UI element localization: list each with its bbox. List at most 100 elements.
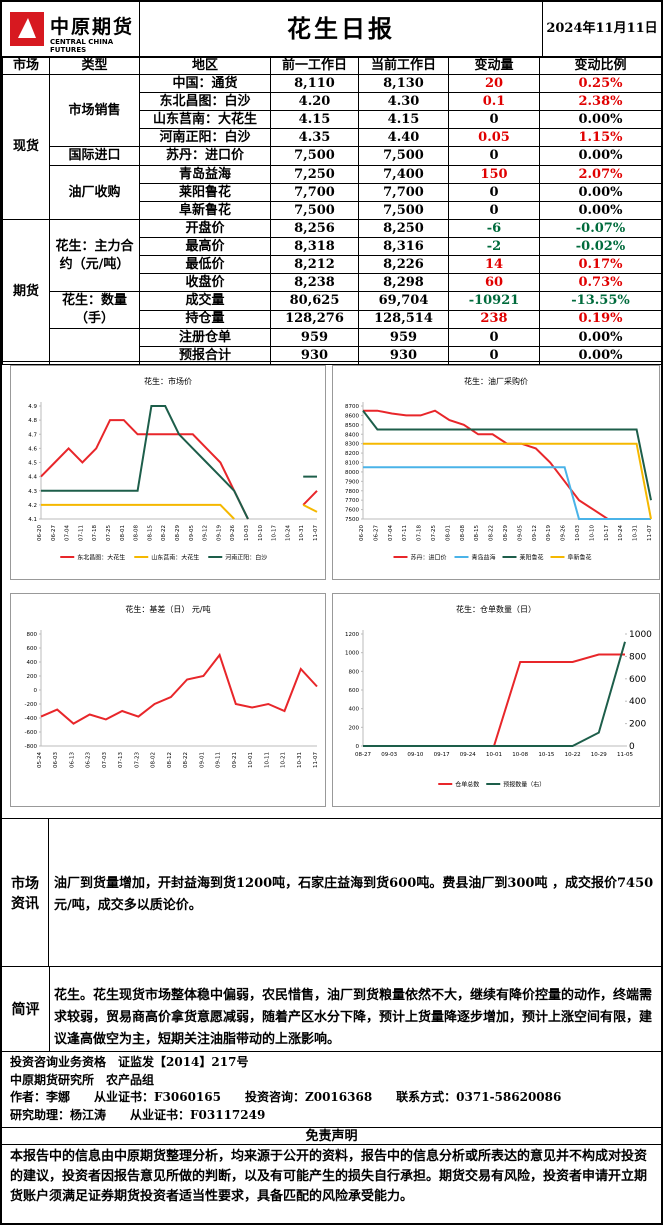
y-tick-label: 4.5	[28, 461, 37, 467]
table-row: 国际进口 苏丹：进口价 7,500 7,500 0 0.00%	[3, 146, 661, 166]
region-cell: 中国：通货	[139, 74, 271, 93]
region-cell: 东北昌图：白沙	[139, 92, 271, 111]
x-tick-label: 10-03	[575, 525, 581, 541]
x-tick-label: 10-21	[281, 752, 287, 768]
y-tick-label: 600	[27, 646, 38, 652]
column-header: 当前工作日	[358, 57, 449, 75]
series-line	[363, 653, 625, 747]
y-tick-label: -400	[25, 716, 38, 722]
column-header: 前一工作日	[270, 57, 359, 75]
value-cell: 8,226	[358, 255, 449, 274]
type-cell: 国际进口	[49, 146, 140, 166]
x-tick-label: 11-07	[313, 752, 319, 768]
x-tick-label: 10-10	[589, 525, 595, 541]
legend-label: 阜新鲁花	[568, 554, 592, 562]
x-tick-label: 10-10	[258, 525, 264, 541]
x-tick-label: 08-22	[489, 525, 495, 541]
type-cell: 花生：数量（手）	[49, 291, 140, 329]
info-line: 投资咨询业务资格 证监发【2014】217号	[10, 1055, 249, 1069]
x-tick-label: 09-21	[232, 752, 238, 768]
region-cell: 开盘价	[139, 219, 271, 238]
x-tick-label: 10-08	[512, 752, 528, 758]
y2-tick-label: 200	[629, 720, 646, 730]
value-cell: 69,704	[358, 291, 449, 311]
x-tick-label: 09-11	[216, 752, 222, 768]
value-cell: 0.00%	[539, 183, 661, 202]
region-cell: 预报合计	[139, 346, 271, 365]
series-line	[363, 442, 652, 520]
x-tick-label: 05-24	[37, 752, 43, 768]
y-tick-label: 7700	[345, 498, 359, 504]
x-tick-label: 09-24	[460, 752, 476, 758]
x-tick-label: 08-29	[503, 525, 509, 541]
y-tick-label: -200	[25, 702, 38, 708]
y-tick-label: 7900	[345, 479, 359, 485]
value-cell: 8,318	[270, 237, 359, 256]
charts-area: 花生：市场价 4.1 4.2 4.3 4.4 4.5 4.6 4.7 4.8 4.9 06-20 06…	[2, 361, 661, 819]
chart-title: 花生：基差（日） 元/吨	[125, 604, 210, 614]
table-row: 收盘价 8,238 8,298 60 0.73%	[3, 273, 661, 292]
chart-title: 花生：市场价	[144, 376, 192, 386]
x-tick-label: 10-24	[285, 525, 291, 541]
table-row: 山东莒南：大花生 4.15 4.15 0 0.00%	[3, 110, 661, 129]
value-cell: 8,298	[358, 273, 449, 292]
value-cell: -10921	[448, 291, 540, 311]
value-cell: 0	[448, 146, 540, 166]
value-cell: 0.17%	[539, 255, 661, 274]
value-cell: 2.07%	[539, 165, 661, 184]
x-tick-label: 09-19	[546, 525, 552, 541]
header: 中原期货 CENTRAL CHINA FUTURES 花生日报 2024年11月…	[2, 2, 661, 57]
chart-title: 花生：仓单数量（日）	[456, 604, 536, 614]
y-tick-label: 8100	[345, 461, 359, 467]
y-tick-label: 4.8	[28, 418, 37, 424]
value-cell: 0.00%	[539, 146, 661, 166]
y-tick-label: 200	[27, 674, 38, 680]
y-tick-label: 4.6	[28, 446, 37, 452]
x-tick-label: 09-19	[216, 525, 222, 541]
value-cell: 8,256	[270, 219, 359, 238]
data-table: 市场 类型 地区 前一工作日 当前工作日 变动量 变动比例 现货 市场销售 中国：通货 8,110…	[2, 57, 661, 365]
y-tick-label: 8700	[345, 404, 359, 410]
value-cell: 0.1	[448, 92, 540, 111]
value-cell: 0	[448, 183, 540, 202]
x-tick-label: 10-31	[299, 525, 305, 541]
disclaimer-title: 免责声明	[2, 1128, 661, 1145]
value-cell: 7,400	[358, 165, 449, 184]
x-tick-label: 06-23	[86, 752, 92, 768]
value-cell: 8,250	[358, 219, 449, 238]
value-cell: -0.02%	[539, 237, 661, 256]
x-tick-label: 07-23	[134, 752, 140, 768]
type-cell: 油厂收购	[49, 165, 140, 220]
value-cell: 4.40	[358, 128, 449, 147]
y2-tick-label: 400	[629, 697, 646, 707]
x-tick-label: 08-15	[147, 525, 153, 541]
review-text: 花生。花生现货市场整体稳中偏弱，农民惜售，油厂到货粮量依然不大，继续有降价控量的…	[54, 988, 653, 1047]
x-tick-label: 08-15	[474, 525, 480, 541]
info-line: 研究助理：杨江涛 从业证书：F03117249	[10, 1107, 266, 1122]
x-tick-label: 07-25	[431, 525, 437, 541]
x-tick-label: 08-22	[161, 525, 167, 541]
y-tick-label: 400	[27, 660, 38, 666]
value-cell: 7,500	[358, 201, 449, 220]
value-cell: 7,500	[358, 146, 449, 166]
table-row: 河南正阳：白沙 4.35 4.40 0.05 1.15%	[3, 128, 661, 147]
value-cell: 0.05	[448, 128, 540, 147]
title: 花生日报	[287, 14, 395, 43]
value-cell: 20	[448, 74, 540, 93]
chart: 花生：基差（日） 元/吨 -800 -600 -400 -200 0 200 400 600 80…	[10, 593, 326, 807]
y2-tick-label: 600	[629, 675, 646, 685]
x-tick-label: 10-17	[272, 525, 278, 541]
x-tick-label: 10-11	[264, 752, 270, 768]
table-header: 市场 类型 地区 前一工作日 当前工作日 变动量 变动比例	[2, 57, 661, 75]
value-cell: 2.38%	[539, 92, 661, 111]
legend-label: 山东莒南：大花生	[151, 554, 199, 562]
value-cell: 0	[448, 328, 540, 347]
legend-label: 苏丹：进口价	[411, 554, 447, 562]
legend-label: 青岛益海	[472, 554, 496, 562]
market-cell: 现货	[2, 74, 50, 220]
x-tick-label: 07-11	[402, 525, 408, 541]
type-cell: 花生：主力合约（元/吨）	[49, 219, 140, 292]
x-tick-label: 10-03	[244, 525, 250, 541]
value-cell: 4.30	[358, 92, 449, 111]
x-tick-label: 09-12	[532, 525, 538, 541]
